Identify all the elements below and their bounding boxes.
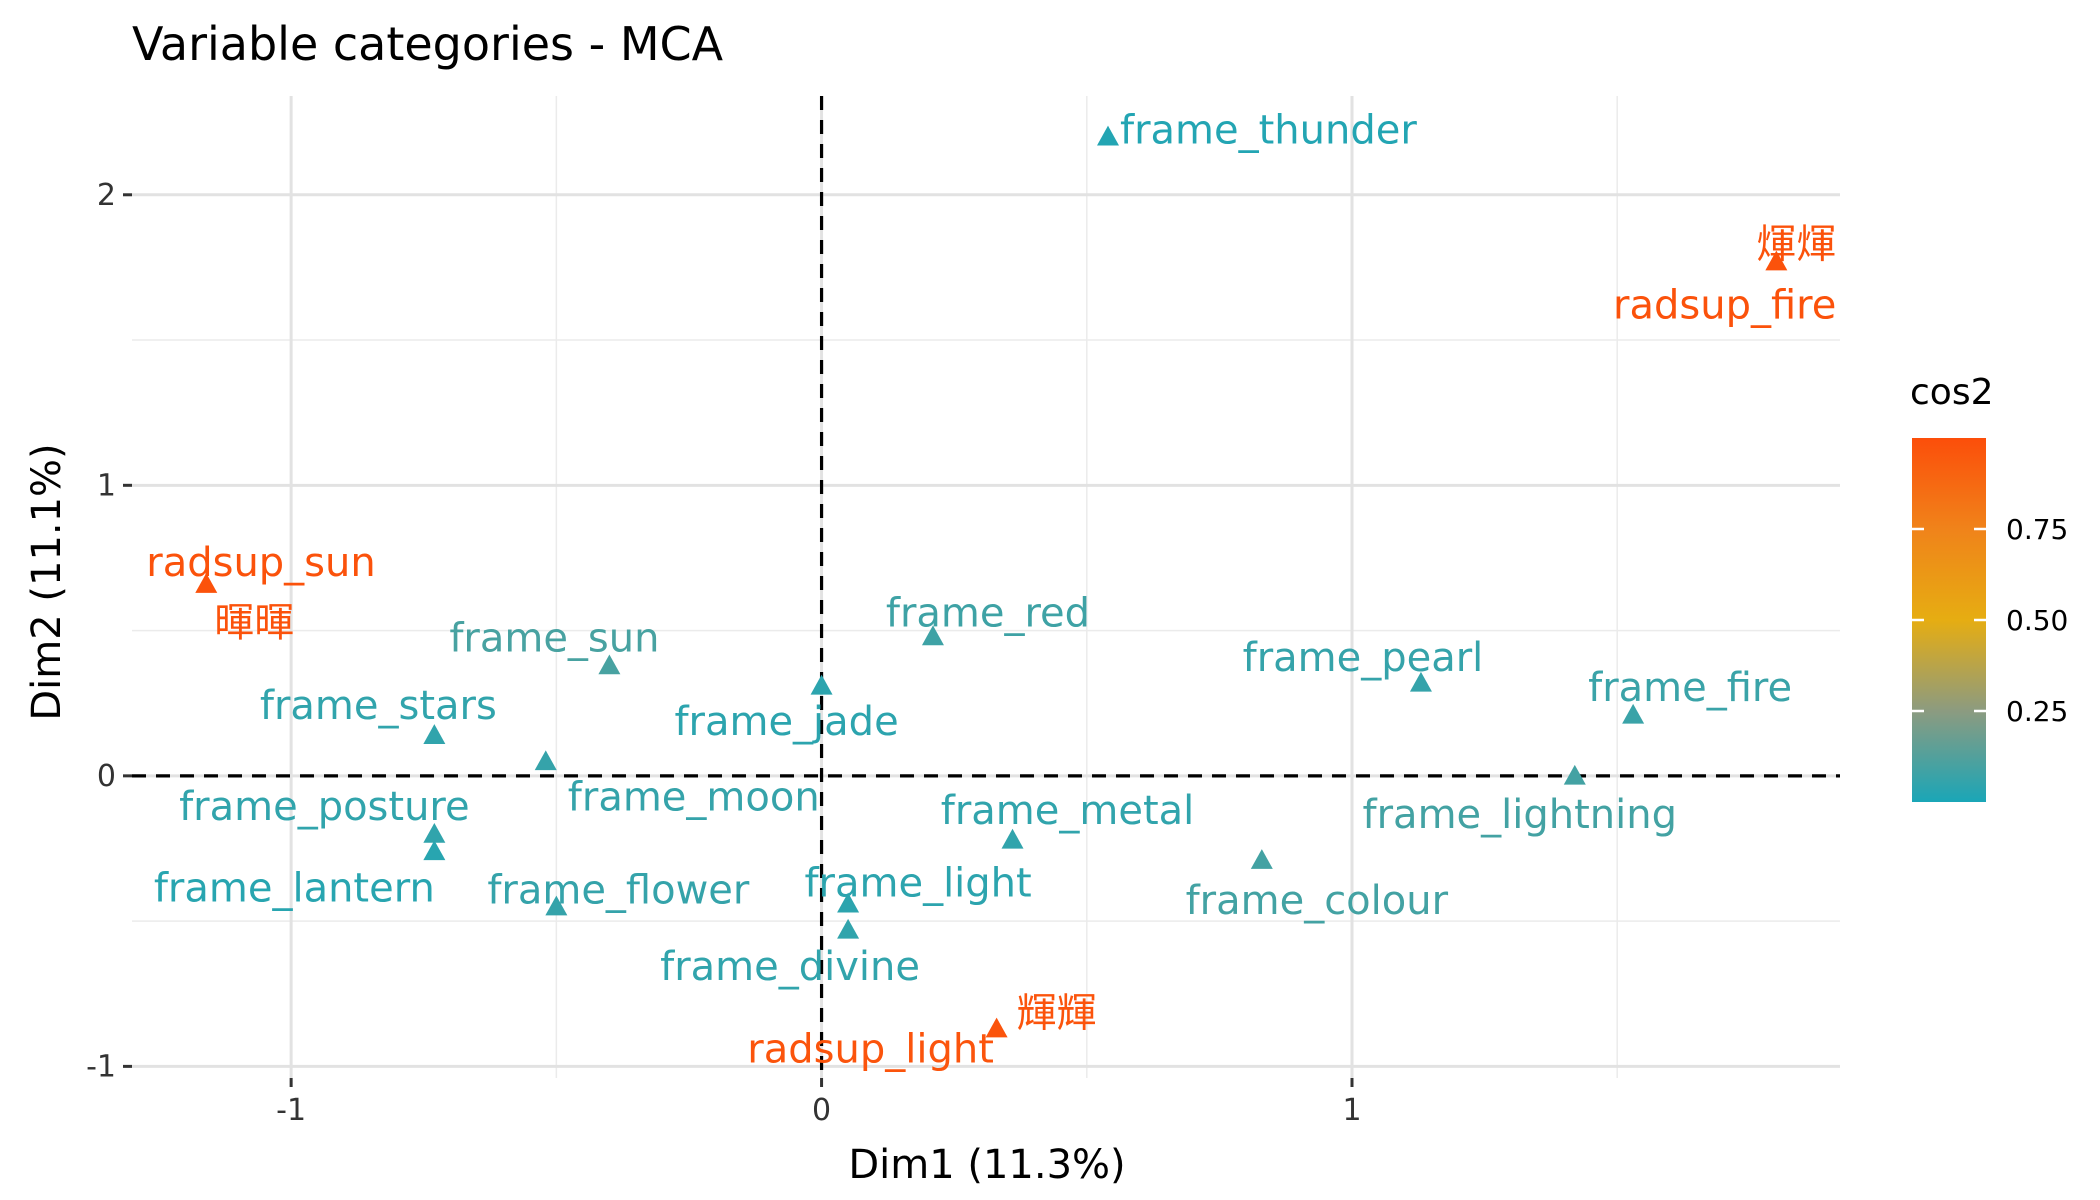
point-marker — [1250, 849, 1273, 869]
point-label: frame_fire — [1588, 665, 1792, 711]
point-label: frame_stars — [260, 683, 497, 729]
axes: -1 0 1 -1 0 1 2 — [86, 178, 1361, 1128]
point-marker — [1622, 703, 1645, 724]
point-marker — [810, 674, 833, 695]
x-tick-label: 0 — [812, 1093, 831, 1128]
point-marker — [423, 724, 446, 744]
point-marker — [1409, 671, 1432, 692]
point-label: 暉暉 — [214, 600, 294, 646]
chart-title: Variable categories - MCA — [132, 17, 724, 71]
point-marker — [1563, 764, 1586, 785]
legend-tick-label: 0.25 — [2006, 695, 2068, 728]
legend-tick-label: 0.75 — [2006, 513, 2068, 546]
y-tick-label: -1 — [86, 1049, 116, 1084]
point-label: frame_posture — [179, 784, 470, 830]
point-label: frame_thunder — [1120, 108, 1417, 154]
point-marker — [1001, 828, 1024, 849]
legend: cos2 0.75 0.50 0.25 — [1910, 372, 2068, 802]
y-tick-label: 1 — [97, 468, 116, 503]
point-marker — [837, 918, 860, 939]
point-label: frame_jade — [674, 699, 898, 745]
point-label: frame_red — [886, 590, 1090, 636]
point-label: frame_flower — [487, 868, 750, 914]
point-marker — [1765, 250, 1788, 271]
point-marker — [195, 573, 218, 593]
y-axis-title: Dim2 (11.1%) — [24, 443, 70, 720]
point-marker — [545, 895, 568, 916]
x-tick-label: 1 — [1342, 1093, 1361, 1128]
point-label: frame_colour — [1186, 878, 1449, 924]
point-label: frame_moon — [568, 774, 820, 820]
point-label: 煇煇 — [1756, 222, 1836, 268]
legend-title: cos2 — [1910, 372, 1993, 413]
point-marker — [1097, 125, 1119, 146]
point-marker — [534, 750, 557, 771]
point-label: frame_divine — [660, 944, 920, 990]
point-label: frame_metal — [941, 788, 1195, 834]
legend-tick-label: 0.50 — [2006, 604, 2068, 637]
point-marker — [598, 654, 621, 675]
point-marker — [921, 625, 944, 646]
y-tick-label: 2 — [97, 178, 116, 213]
point-marker — [423, 840, 446, 861]
x-axis-title: Dim1 (11.3%) — [848, 1142, 1125, 1188]
point-marker — [837, 892, 860, 913]
point-label: radsup_fire — [1613, 283, 1836, 329]
x-tick-label: -1 — [276, 1093, 306, 1128]
y-tick-label: 0 — [97, 759, 116, 794]
point-label: frame_lightning — [1363, 792, 1677, 838]
legend-ticks: 0.75 0.50 0.25 — [1912, 513, 2068, 728]
point-label: frame_light — [804, 861, 1031, 907]
legend-colorbar — [1912, 438, 1986, 802]
data-marks: frame_thunder radsup_fire 煇煇 radsup_sun 暉暉 fr… — [146, 108, 1836, 1073]
point-label: radsup_light — [747, 1027, 994, 1073]
point-label: frame_sun — [449, 615, 659, 661]
point-marker — [985, 1017, 1008, 1038]
point-label: radsup_sun — [146, 540, 375, 586]
point-marker — [423, 822, 446, 843]
point-label: frame_lantern — [154, 865, 435, 911]
point-label: 輝輝 — [1017, 991, 1097, 1037]
plot-panel — [132, 96, 1840, 1078]
point-label: frame_pearl — [1243, 635, 1484, 681]
